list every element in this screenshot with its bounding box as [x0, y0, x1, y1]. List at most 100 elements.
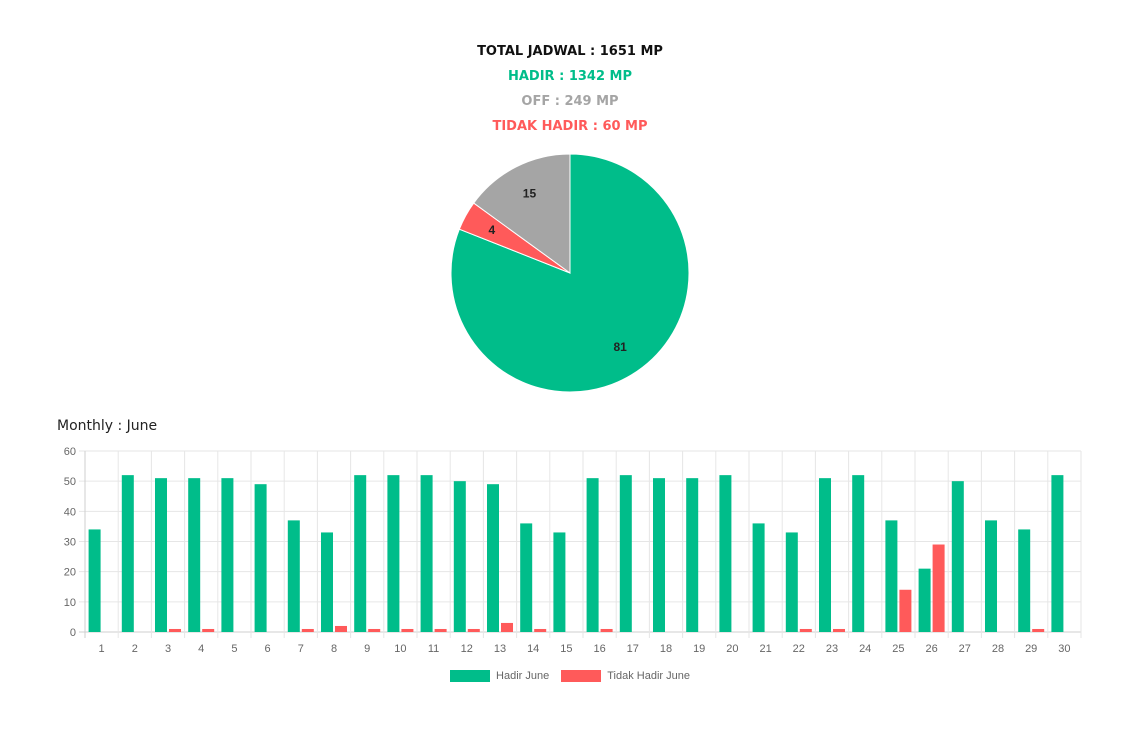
bar-tidak-hadir [899, 589, 912, 632]
bar-tidak-hadir [600, 628, 613, 632]
y-tick-label: 30 [64, 537, 76, 549]
bar-hadir [719, 475, 732, 632]
x-tick-label: 12 [461, 643, 473, 655]
monthly-title: Monthly : June [57, 418, 158, 434]
bar-hadir [985, 520, 997, 632]
x-tick-label: 6 [265, 643, 271, 655]
x-tick-label: 25 [892, 643, 904, 655]
bar-hadir [88, 529, 101, 632]
bar-tidak-hadir [534, 628, 547, 632]
x-tick-label: 2 [132, 643, 138, 655]
bar-tidak-hadir [932, 544, 945, 632]
legend-label: Hadir June [496, 670, 550, 682]
bar-hadir [785, 532, 798, 632]
bar-hadir [387, 475, 400, 632]
x-tick-label: 18 [660, 643, 672, 655]
bar-tidak-hadir [368, 628, 381, 632]
x-tick-label: 11 [428, 643, 439, 655]
hadir-label: HADIR : 1342 MP [507, 69, 632, 84]
bar-hadir [885, 520, 898, 632]
x-tick-label: 5 [231, 643, 237, 655]
bar-hadir [553, 532, 566, 632]
bar-hadir [420, 475, 433, 632]
bar-hadir [254, 484, 267, 632]
x-tick-label: 24 [859, 643, 871, 655]
bar-hadir [586, 478, 599, 632]
bar-chart-legend: Hadir June Tidak Hadir June [0, 670, 1140, 685]
x-tick-label: 27 [959, 643, 971, 655]
x-tick-label: 7 [298, 643, 304, 655]
x-tick-label: 23 [826, 643, 838, 655]
bar-hadir [918, 568, 931, 632]
x-tick-label: 22 [793, 643, 805, 655]
x-tick-label: 17 [627, 643, 639, 655]
legend-label: Tidak Hadir June [607, 670, 690, 682]
x-tick-label: 15 [560, 643, 572, 655]
x-tick-label: 1 [99, 643, 105, 655]
bar-tidak-hadir [335, 625, 347, 632]
bar-hadir [1018, 529, 1031, 632]
bar-hadir [653, 478, 665, 632]
x-tick-label: 30 [1058, 643, 1070, 655]
x-tick-label: 14 [527, 643, 539, 655]
total-jadwal-label: TOTAL JADWAL : 1651 MP [477, 44, 663, 59]
bar-hadir [1051, 475, 1064, 632]
bar-hadir [155, 478, 167, 632]
bar-hadir [321, 532, 333, 632]
bar-tidak-hadir [501, 622, 513, 632]
tidak-hadir-label: TIDAK HADIR : 60 MP [492, 119, 648, 134]
bar-tidak-hadir [833, 628, 845, 632]
x-tick-label: 8 [331, 643, 337, 655]
bar-tidak-hadir [169, 628, 181, 632]
bar-tidak-hadir [401, 628, 414, 632]
bar-hadir [487, 484, 499, 632]
y-tick-label: 50 [64, 476, 76, 488]
bar-hadir [188, 478, 201, 632]
x-tick-label: 29 [1025, 643, 1037, 655]
x-tick-label: 21 [759, 643, 771, 655]
legend-item-hadir[interactable]: Hadir June [450, 670, 549, 682]
bar-tidak-hadir [434, 628, 447, 632]
bar-hadir [951, 481, 964, 632]
y-tick-label: 60 [64, 446, 76, 458]
x-tick-label: 19 [693, 643, 705, 655]
x-tick-label: 3 [165, 643, 171, 655]
attendance-pie-chart: 81 4 15 [450, 153, 690, 393]
bar-hadir [354, 475, 367, 632]
bar-hadir [752, 523, 765, 632]
off-label: OFF : 249 MP [521, 94, 619, 109]
bar-hadir [121, 475, 134, 632]
bar-hadir [453, 481, 466, 632]
x-tick-label: 28 [992, 643, 1004, 655]
bar-hadir [619, 475, 632, 632]
pie-slice-off [473, 153, 571, 274]
pie-data-label: 81 [613, 340, 627, 354]
bar-hadir [686, 478, 699, 632]
x-tick-label: 16 [593, 643, 605, 655]
bar-hadir [819, 478, 831, 632]
x-tick-label: 26 [925, 643, 937, 655]
y-tick-label: 20 [64, 567, 76, 579]
x-tick-label: 20 [726, 643, 738, 655]
legend-swatch [450, 670, 491, 682]
bar-hadir [852, 475, 865, 632]
bar-tidak-hadir [301, 628, 314, 632]
bar-tidak-hadir [1032, 628, 1045, 632]
x-tick-label: 13 [494, 643, 506, 655]
bar-hadir [221, 478, 234, 632]
y-tick-label: 40 [64, 506, 76, 518]
bar-tidak-hadir [202, 628, 215, 632]
pie-data-label: 4 [488, 223, 495, 237]
pie-data-label: 15 [523, 186, 537, 200]
x-tick-label: 9 [364, 643, 370, 655]
y-tick-label: 10 [64, 597, 76, 609]
pie-slice-hadir [450, 153, 690, 393]
bar-tidak-hadir [799, 628, 812, 632]
legend-item-tidak-hadir[interactable]: Tidak Hadir June [561, 670, 690, 682]
bar-hadir [520, 523, 533, 632]
bar-hadir [287, 520, 300, 632]
bar-tidak-hadir [467, 628, 480, 632]
legend-swatch [561, 670, 602, 682]
x-tick-label: 4 [198, 643, 204, 655]
